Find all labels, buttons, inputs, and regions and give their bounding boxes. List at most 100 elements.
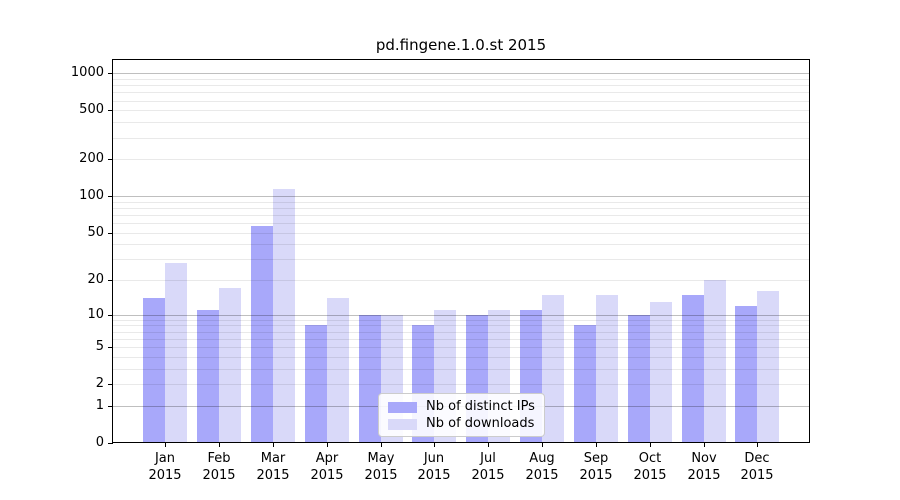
gridline [113, 159, 810, 160]
gridline [113, 138, 810, 139]
gridline [113, 73, 810, 74]
y-tick [108, 384, 113, 385]
gridline [113, 223, 810, 224]
y-tick [108, 443, 113, 444]
gridline [113, 79, 810, 80]
x-tick-label: Aug 2015 [525, 451, 559, 483]
bar-ips-mar [250, 225, 273, 443]
legend-item: Nb of distinct IPs [388, 399, 535, 415]
bar-downloads-jan [165, 262, 188, 443]
x-tick-label: Sep 2015 [579, 451, 613, 483]
x-tick-label: Jul 2015 [471, 451, 505, 483]
gridline [113, 384, 810, 385]
x-tick [381, 443, 382, 447]
bar-ips-jan [143, 298, 166, 443]
legend-label: Nb of distinct IPs [426, 399, 535, 414]
y-tick [108, 196, 113, 197]
y-tick [108, 159, 113, 160]
legend: Nb of distinct IPs Nb of downloads [378, 393, 545, 437]
gridline [113, 347, 810, 348]
y-tick [108, 280, 113, 281]
bar-ips-dec [735, 305, 758, 443]
x-tick-label: Feb 2015 [202, 451, 236, 483]
bar-ips-oct [627, 314, 650, 443]
x-tick-label: Jun 2015 [417, 451, 451, 483]
y-tick [108, 110, 113, 111]
x-tick-label: Dec 2015 [740, 451, 774, 483]
gridline [113, 280, 810, 281]
bar-downloads-dec [757, 291, 780, 443]
x-tick [327, 443, 328, 447]
y-tick [108, 347, 113, 348]
gridline [113, 215, 810, 216]
bar-ips-feb [197, 310, 220, 443]
legend-label: Nb of downloads [426, 416, 535, 431]
y-tick [108, 233, 113, 234]
y-tick-label: 0 [95, 435, 104, 450]
y-tick-label: 100 [79, 188, 104, 203]
gridline [113, 92, 810, 93]
y-tick-label: 10 [87, 307, 104, 322]
x-tick [542, 443, 543, 447]
x-tick [596, 443, 597, 447]
x-tick-label: Apr 2015 [310, 451, 344, 483]
legend-swatch [388, 401, 417, 413]
x-tick-label: Nov 2015 [687, 451, 721, 483]
gridline [113, 196, 810, 197]
bar-downloads-oct [649, 301, 672, 443]
gridline [113, 320, 810, 321]
y-tick [108, 406, 113, 407]
x-tick-label: Oct 2015 [633, 451, 667, 483]
bar-downloads-aug [542, 294, 564, 443]
bar-downloads-feb [219, 288, 242, 443]
y-tick [108, 73, 113, 74]
legend-swatch [388, 418, 417, 430]
x-tick-label: Mar 2015 [256, 451, 290, 483]
gridline [113, 332, 810, 333]
y-tick-label: 200 [79, 151, 104, 166]
x-tick [650, 443, 651, 447]
y-tick-label: 2 [95, 376, 104, 391]
bar-ips-sep [573, 325, 596, 443]
gridline [113, 208, 810, 209]
gridline [113, 244, 810, 245]
gridline [113, 259, 810, 260]
legend-item: Nb of downloads [388, 416, 535, 432]
bar-downloads-nov [703, 280, 726, 443]
y-tick-label: 50 [87, 225, 104, 240]
y-tick-label: 1 [95, 398, 104, 413]
bar-ips-nov [681, 294, 704, 443]
y-tick-label: 20 [87, 272, 104, 287]
gridline [113, 202, 810, 203]
gridline [113, 233, 810, 234]
x-tick [165, 443, 166, 447]
y-tick-label: 5 [95, 339, 104, 354]
y-tick-label: 1000 [70, 65, 104, 80]
gridline [113, 325, 810, 326]
gridline [113, 122, 810, 123]
bar-downloads-mar [272, 188, 295, 443]
x-tick-label: May 2015 [364, 451, 398, 483]
gridline [113, 357, 810, 358]
gridline [113, 110, 810, 111]
gridline [113, 101, 810, 102]
bar-ips-may [358, 314, 381, 443]
x-tick [704, 443, 705, 447]
bar-ips-apr [304, 325, 327, 443]
gridline [113, 85, 810, 86]
x-tick [488, 443, 489, 447]
chart-title: pd.fingene.1.0.st 2015 [375, 36, 547, 54]
x-tick [434, 443, 435, 447]
gridline [113, 369, 810, 370]
bar-downloads-sep [595, 294, 618, 443]
x-tick [273, 443, 274, 447]
gridline [113, 315, 810, 316]
y-tick [108, 315, 113, 316]
x-tick [757, 443, 758, 447]
x-tick-label: Jan 2015 [148, 451, 182, 483]
gridline [113, 339, 810, 340]
x-tick [219, 443, 220, 447]
bar-downloads-apr [326, 298, 349, 443]
y-tick-label: 500 [79, 102, 104, 117]
